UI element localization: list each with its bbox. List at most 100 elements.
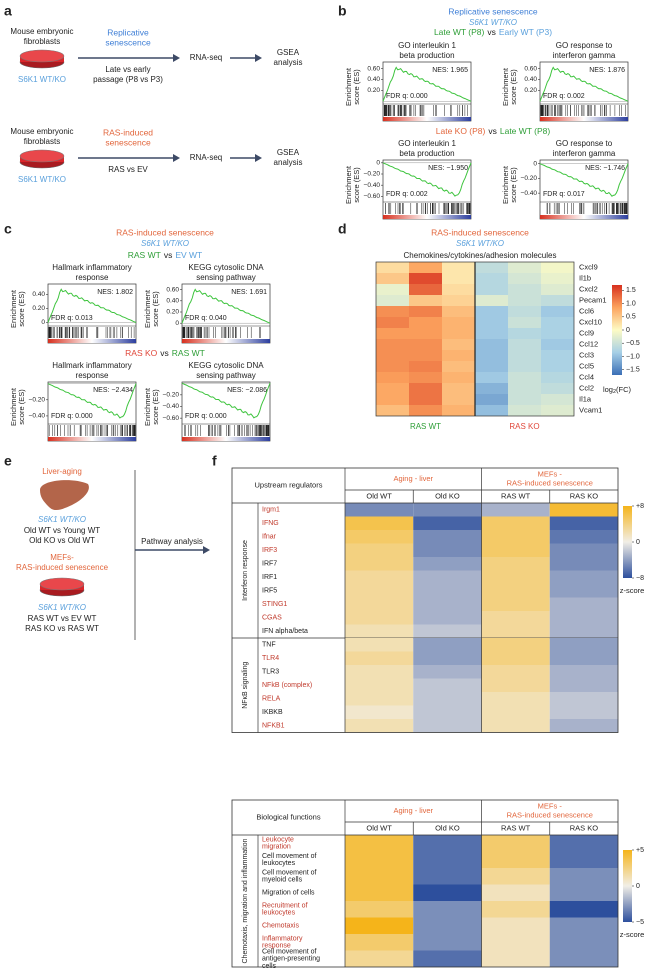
- colorbar-tick-label: +5: [636, 847, 644, 854]
- heatmap-cell: [549, 678, 618, 692]
- y-axis-label: score (ES): [151, 389, 160, 425]
- label: sensing pathway: [196, 273, 256, 282]
- heatmap-cell: [345, 705, 414, 719]
- colorbar-tick-label: −1.0: [626, 353, 640, 360]
- colorbar-tick-label: −5: [636, 919, 644, 926]
- heatmap-cell: [413, 624, 482, 638]
- arrow-head: [173, 54, 180, 62]
- comparison-part: Early WT (P3): [499, 27, 552, 37]
- heatmap-cell: [549, 543, 618, 557]
- row-label: Ccl6: [579, 306, 594, 315]
- heatmap-cell: [541, 284, 574, 295]
- colorbar: [612, 285, 622, 375]
- label: NES: 1.965: [432, 67, 468, 74]
- label: S6K1 WT/KO: [141, 239, 189, 248]
- colorbar-label: z-score: [620, 586, 645, 595]
- heatmap-cell: [475, 273, 508, 284]
- heatmap-cell: [413, 530, 482, 544]
- label: passage (P8 vs P3): [93, 75, 163, 84]
- heatmap-cell: [345, 868, 414, 885]
- section-label: Chemotaxis, migration and inflammation: [242, 838, 249, 963]
- comparison: Late WT (P8) vs Early WT (P3): [434, 27, 552, 37]
- heatmap-cell: [413, 503, 482, 517]
- row-label: Migration of cells: [262, 890, 315, 897]
- heatmap-cell: [413, 651, 482, 665]
- label: FDR q: 0.000: [51, 413, 93, 420]
- rank-gradient: [182, 437, 270, 441]
- panel-label: d: [338, 221, 347, 237]
- group-label: RAS WT: [410, 422, 441, 431]
- colorbar: [623, 506, 632, 578]
- arrow-head: [173, 154, 180, 162]
- y-axis-label: score (ES): [509, 167, 518, 203]
- table-header: Biological functions: [256, 812, 320, 821]
- row-label: leukocytes: [262, 910, 296, 917]
- heatmap-cell: [481, 611, 550, 625]
- heatmap-cell: [549, 719, 618, 733]
- column-label: Old WT: [366, 491, 392, 500]
- comparison-part: RAS WT: [128, 250, 161, 260]
- comparison-part: vs: [488, 126, 497, 136]
- y-axis-label: Enrichment: [501, 165, 510, 204]
- heatmap-cell: [442, 405, 475, 416]
- rank-gradient: [540, 117, 628, 121]
- row-label: Il1b: [579, 273, 591, 282]
- row-label: Cxcl10: [579, 317, 602, 326]
- label: S6K1 WT/KO: [18, 75, 66, 84]
- group-label: MEFs -: [538, 469, 563, 478]
- label: GSEA: [277, 48, 300, 57]
- colorbar-tick-label: 0.5: [626, 314, 636, 321]
- y-tick-label: 0: [175, 320, 179, 327]
- heatmap-cell: [345, 503, 414, 517]
- arrow-head: [255, 54, 262, 62]
- group-label: RAS KO: [509, 422, 539, 431]
- heatmap-cell: [541, 317, 574, 328]
- rank-gradient: [182, 339, 270, 343]
- label: response: [76, 371, 109, 380]
- heatmap-cell: [508, 361, 541, 372]
- heatmap-cell: [481, 597, 550, 611]
- label: senescence: [105, 137, 151, 147]
- label: RNA-seq: [190, 53, 222, 62]
- row-label: Pecam1: [579, 295, 607, 304]
- heatmap-cell: [345, 665, 414, 679]
- row-label: STING1: [262, 601, 287, 608]
- plot-frame: [181, 381, 271, 442]
- label: Liver-aging: [42, 467, 82, 476]
- row-label: IRF1: [262, 574, 277, 581]
- comparison: RAS KO vs RAS WT: [125, 348, 205, 358]
- heatmap-cell: [549, 950, 618, 967]
- heatmap-cell: [549, 835, 618, 852]
- es-curve: [181, 288, 271, 324]
- label: S6K1 WT/KO: [456, 239, 504, 248]
- heatmap-cell: [481, 868, 550, 885]
- es-curve: [382, 66, 472, 102]
- heatmap-cell: [409, 372, 442, 383]
- heatmap-cell: [413, 638, 482, 652]
- label: sensing pathway: [196, 371, 256, 380]
- heatmap-cell: [442, 372, 475, 383]
- y-axis-label: Enrichment: [344, 67, 353, 106]
- label: Replicative: [107, 27, 149, 37]
- rank-gradient: [48, 437, 136, 441]
- colorbar-tick-label: −0.5: [626, 340, 640, 347]
- label: fibroblasts: [24, 137, 60, 146]
- row-label: TNF: [262, 642, 276, 649]
- table-header: Upstream regulators: [255, 480, 323, 489]
- heatmap-cell: [345, 516, 414, 530]
- heatmap-cell: [508, 262, 541, 273]
- colorbar-tick-label: −1.5: [626, 367, 640, 374]
- es-curve: [539, 163, 629, 197]
- heatmap-cell: [376, 328, 409, 339]
- label: interferon gamma: [553, 51, 616, 60]
- heatmap-cell: [549, 884, 618, 901]
- comparison: Late KO (P8) vs Late WT (P8): [436, 126, 551, 136]
- label: FDR q: 0.000: [185, 413, 227, 420]
- label: Late vs early: [105, 65, 150, 74]
- row-label: NFKB1: [262, 723, 285, 730]
- heatmap-cell: [442, 350, 475, 361]
- label: interferon gamma: [553, 149, 616, 158]
- heatmap-cell: [413, 557, 482, 571]
- arrow-head: [255, 154, 262, 162]
- row-label: Recruitment of: [262, 902, 308, 909]
